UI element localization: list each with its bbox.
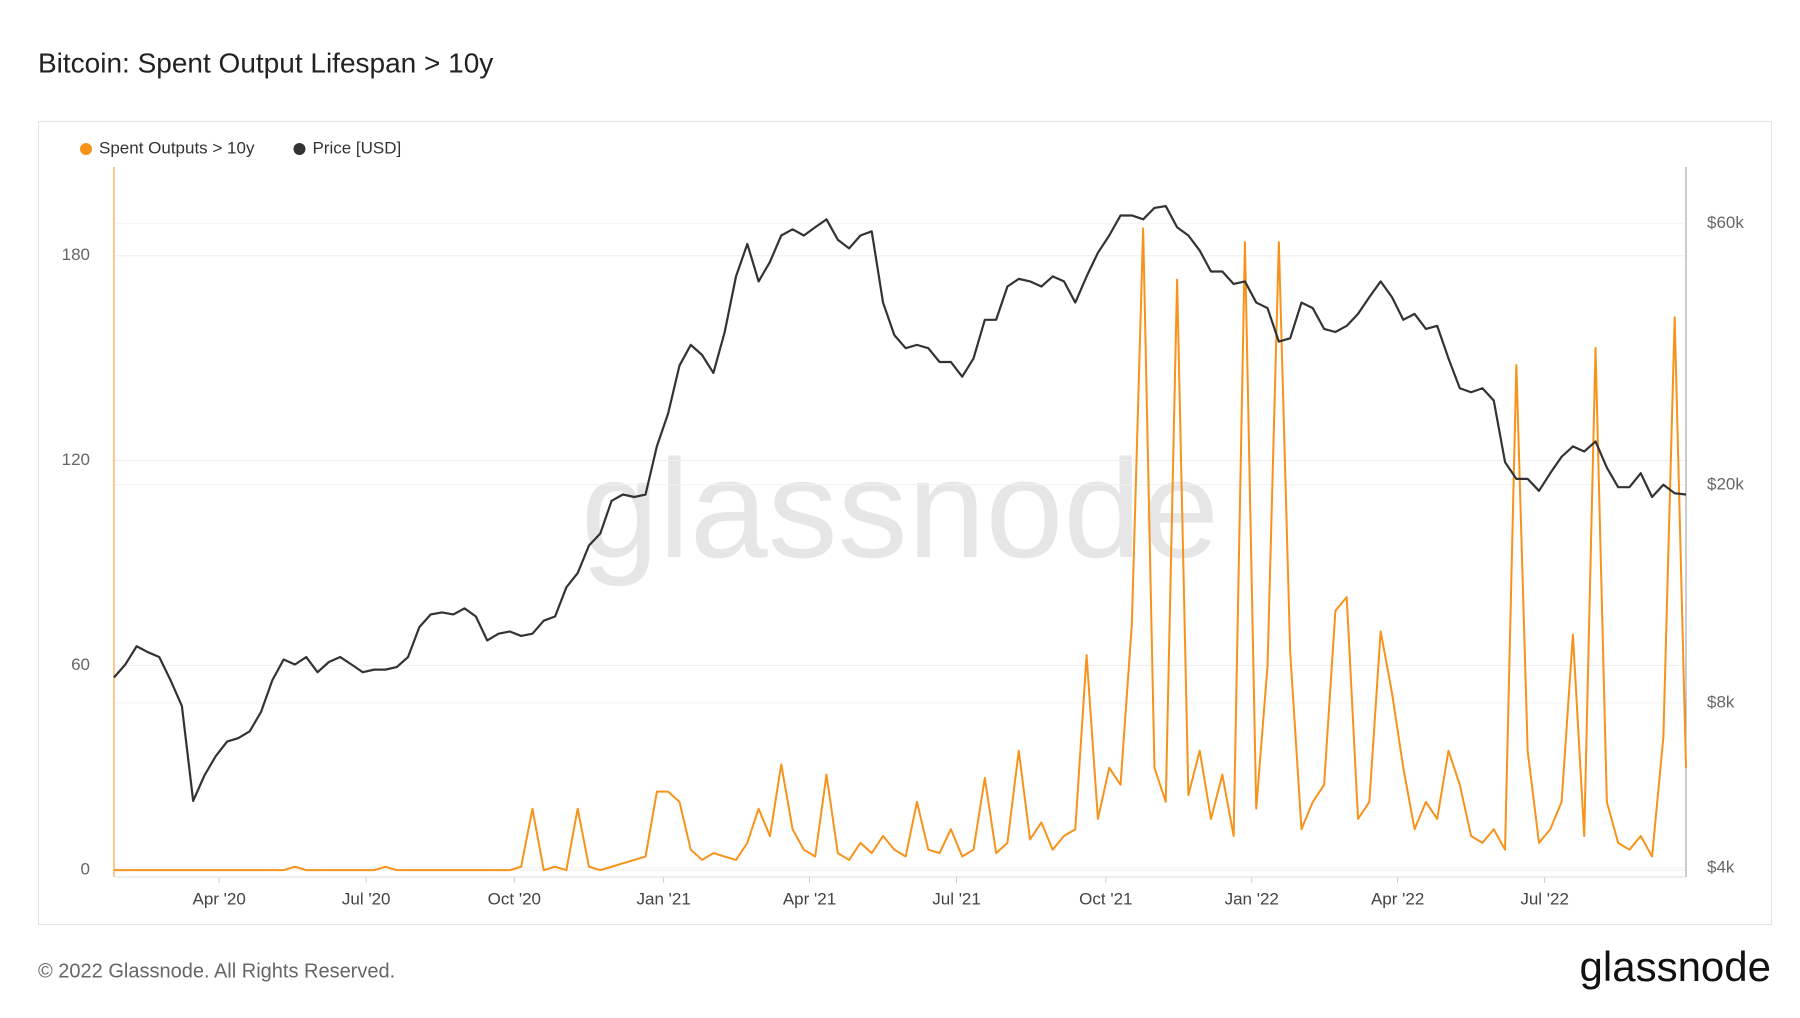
legend-marker xyxy=(80,143,92,155)
chart-title: Bitcoin: Spent Output Lifespan > 10y xyxy=(38,47,493,78)
x-tick-label: Jan '22 xyxy=(1225,889,1279,908)
x-tick-label: Jan '21 xyxy=(636,889,690,908)
y2-tick-label: $8k xyxy=(1707,692,1735,711)
legend-label: Price [USD] xyxy=(312,138,401,157)
y-tick-label: 60 xyxy=(71,655,90,674)
x-tick-label: Jul '22 xyxy=(1520,889,1569,908)
copyright: © 2022 Glassnode. All Rights Reserved. xyxy=(38,960,395,982)
y-tick-label: 180 xyxy=(62,245,90,264)
legend-marker xyxy=(293,143,306,155)
logo: glassnode xyxy=(1580,943,1771,990)
y2-tick-label: $20k xyxy=(1707,474,1744,493)
chart-frame xyxy=(38,121,1772,925)
series-line xyxy=(113,204,1687,803)
x-tick-label: Apr '22 xyxy=(1371,889,1424,908)
legend-label: Spent Outputs > 10y xyxy=(99,138,255,157)
x-tick-label: Apr '20 xyxy=(193,889,246,908)
plot: 0 60 120 180 $4k $8k $20k $60k Apr '20 Jul '20 Oct… xyxy=(62,138,1745,908)
series-line xyxy=(114,227,1687,872)
x-tick-label: Apr '21 xyxy=(783,889,836,908)
y-tick-label: 0 xyxy=(81,860,90,879)
y2-tick-label: $60k xyxy=(1707,213,1744,232)
y2-tick-label: $4k xyxy=(1707,857,1735,876)
x-tick-label: Oct '21 xyxy=(1079,889,1132,908)
y-tick-label: 120 xyxy=(62,450,90,469)
x-tick-label: Jul '20 xyxy=(342,889,391,908)
watermark: glassnode xyxy=(581,430,1219,587)
x-tick-label: Jul '21 xyxy=(932,889,981,908)
x-tick-label: Oct '20 xyxy=(488,889,541,908)
